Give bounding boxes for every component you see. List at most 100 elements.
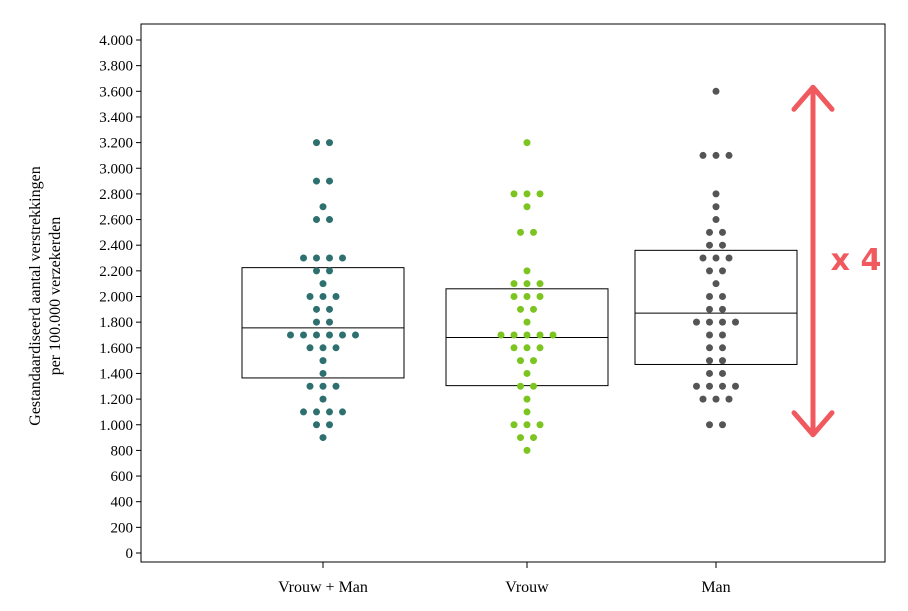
data-point [712,151,720,159]
data-point [732,382,739,390]
data-point [510,280,518,288]
data-point [523,395,531,403]
data-point [530,305,537,313]
data-point [306,293,314,300]
y-tick-label: 1.600 [99,341,133,357]
data-point [313,421,320,429]
data-point [719,305,726,313]
data-point [326,177,333,185]
data-point [523,369,531,377]
data-point [326,421,333,429]
y-tick-label: 2.800 [99,187,133,203]
data-point [319,293,327,300]
data-point [549,331,557,339]
data-point [536,344,544,352]
data-point [326,267,333,275]
data-point [306,382,314,390]
data-point [332,382,340,390]
data-point [706,293,713,300]
data-point [706,267,713,275]
data-point [530,357,537,365]
data-point [712,280,720,288]
data-point [326,331,333,339]
y-tick-label: 3.600 [99,84,133,100]
x-axis-ticks: Vrouw + Man Vrouw Man [278,562,731,596]
data-point [510,293,518,300]
data-point [300,331,307,339]
data-point [510,344,518,352]
y-tick-label: 600 [111,469,134,485]
data-point [523,139,531,147]
box-vrouw-man [241,267,405,379]
data-point [719,228,726,236]
data-point [326,318,333,326]
y-axis-label: Gestandaardiseerd aantal verstrekkingen … [27,166,64,425]
data-point [339,408,346,416]
data-point [517,228,524,236]
arrow-head-down [791,410,835,438]
data-point [712,203,720,211]
data-point [523,344,531,352]
y-tick-label: 3.000 [99,161,133,177]
data-point [352,331,359,339]
data-point [339,254,346,262]
data-point [313,408,320,416]
data-point [725,395,733,403]
plot-frame [140,23,886,563]
y-tick-label: 1.200 [99,392,133,408]
data-point [719,331,726,339]
data-point [530,382,537,390]
data-point [719,318,726,326]
data-point [725,151,733,159]
data-point [313,318,320,326]
data-point [719,357,726,365]
x-category-label: Man [701,579,730,596]
y-tick-label: 1.000 [99,418,133,434]
data-point [693,382,700,390]
data-point [517,357,524,365]
data-point [536,331,544,339]
data-point [523,190,531,198]
y-axis-ticks: 0 200 400 600 800 1.000 1.200 1.400 1.600 1.800 2.… [99,33,141,562]
y-tick-label: 2.400 [99,238,133,254]
data-point [706,382,713,390]
y-tick-label: 1.800 [99,315,133,331]
data-point [706,331,713,339]
data-point [326,216,333,224]
data-point [706,305,713,313]
data-point [319,357,327,365]
data-point [706,369,713,377]
data-point [719,267,726,275]
data-point [719,241,726,249]
data-point [313,139,320,147]
data-point [523,446,531,454]
data-point [300,408,307,416]
data-point [300,254,307,262]
y-tick-label: 2.200 [99,264,133,280]
data-point [706,318,713,326]
annotation-label: x 4 [831,243,882,278]
data-point [510,190,518,198]
data-point [332,293,340,300]
data-point [706,241,713,249]
data-point [319,280,327,288]
data-point [523,421,531,429]
data-point [706,228,713,236]
data-point [326,254,333,262]
data-point [319,434,327,442]
data-point [523,318,531,326]
data-point [319,369,327,377]
data-point [536,293,544,300]
data-point [510,421,518,429]
data-point [339,331,346,339]
data-point [536,421,544,429]
data-point [725,254,733,262]
data-point [313,305,320,313]
y-axis-label-line-2: per 100.000 verzekerden [47,217,64,376]
range-annotation: x 4 [791,84,882,438]
data-point [530,228,537,236]
x-category-label: Vrouw + Man [278,579,368,596]
data-point [523,331,531,339]
data-point [732,318,739,326]
y-tick-label: 3.200 [99,136,133,152]
